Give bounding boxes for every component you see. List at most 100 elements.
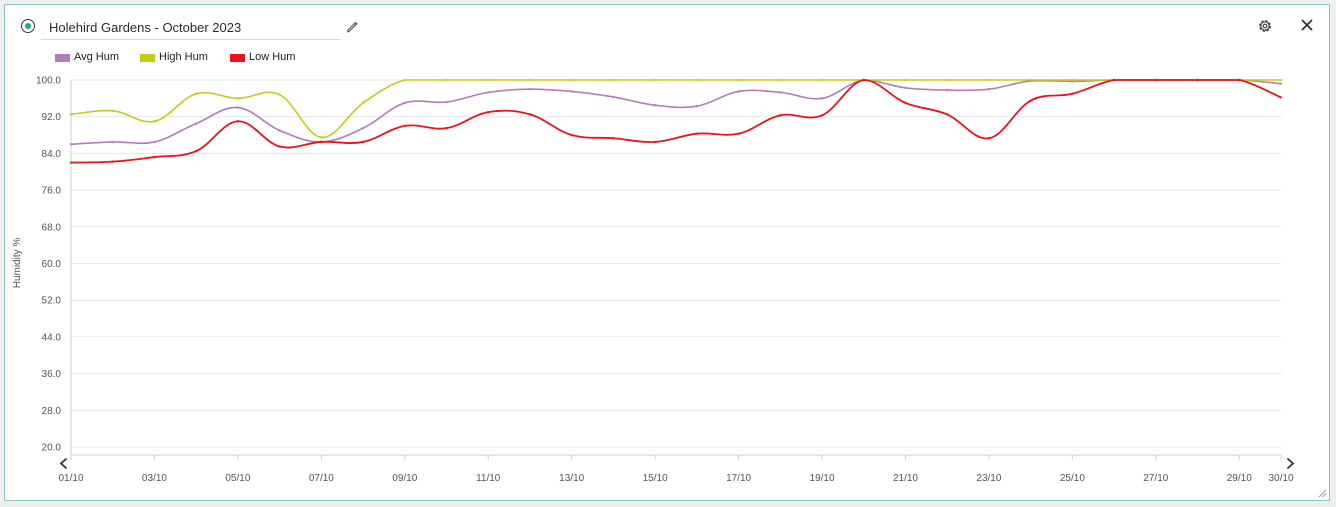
data-point-avg-hum[interactable] [570,90,574,93]
data-point-high-hum[interactable] [904,78,907,82]
data-point-low-hum[interactable] [69,161,73,164]
data-point-high-hum[interactable] [820,78,824,82]
data-point-high-hum[interactable] [445,78,448,82]
data-point-low-hum[interactable] [1070,92,1074,96]
data-point-low-hum[interactable] [486,110,490,114]
y-tick-label: 76.0 [42,186,62,197]
data-point-avg-hum[interactable] [236,106,240,109]
y-tick-label: 36.0 [42,369,62,380]
data-point-high-hum[interactable] [653,78,657,82]
data-point-high-hum[interactable] [486,78,490,82]
data-point-low-hum[interactable] [153,155,156,159]
data-point-high-hum[interactable] [1070,78,1074,82]
data-point-high-hum[interactable] [111,109,115,113]
data-point-avg-hum[interactable] [153,140,156,144]
data-point-low-hum[interactable] [1196,78,1199,82]
data-point-low-hum[interactable] [778,113,782,117]
data-point-avg-hum[interactable] [737,90,740,93]
data-point-avg-hum[interactable] [528,87,532,91]
y-tick-label: 20.0 [42,443,62,454]
data-point-high-hum[interactable] [570,78,574,82]
data-point-avg-hum[interactable] [1279,82,1283,86]
data-point-high-hum[interactable] [403,78,407,82]
gear-icon[interactable] [1256,17,1274,35]
data-point-avg-hum[interactable] [278,129,282,132]
x-tick-label: 15/10 [643,473,668,484]
data-point-low-hum[interactable] [987,136,991,140]
data-point-high-hum[interactable] [987,78,991,82]
data-point-low-hum[interactable] [1112,78,1116,82]
chevron-right-icon[interactable] [1287,458,1295,469]
data-point-low-hum[interactable] [361,140,365,144]
data-point-high-hum[interactable] [194,92,198,96]
data-point-low-hum[interactable] [945,113,949,116]
data-point-avg-hum[interactable] [111,140,115,144]
data-point-low-hum[interactable] [403,124,407,128]
title-field[interactable]: Holehird Gardens - October 2023 [41,16,341,40]
data-point-avg-hum[interactable] [361,126,365,130]
series-line-avg-hum[interactable] [70,79,1282,146]
data-point-low-hum[interactable] [445,126,448,130]
series-line-high-hum[interactable] [70,79,1281,139]
data-point-low-hum[interactable] [278,145,282,148]
data-point-low-hum[interactable] [1279,96,1283,99]
data-point-avg-hum[interactable] [945,88,949,92]
data-point-low-hum[interactable] [194,149,198,153]
y-tick-label: 28.0 [42,406,62,417]
data-point-avg-hum[interactable] [987,87,991,91]
close-icon[interactable] [1299,17,1315,33]
data-point-high-hum[interactable] [737,78,740,82]
data-point-low-hum[interactable] [862,78,866,82]
x-tick-label: 27/10 [1143,473,1168,484]
pencil-icon[interactable] [345,19,359,33]
legend-label: High Hum [159,51,208,63]
y-tick-label: 68.0 [42,222,62,233]
data-point-low-hum[interactable] [236,119,240,123]
data-point-avg-hum[interactable] [820,96,824,100]
data-point-high-hum[interactable] [69,113,73,116]
data-point-avg-hum[interactable] [194,122,198,125]
data-point-low-hum[interactable] [904,101,907,105]
data-point-high-hum[interactable] [1279,78,1283,82]
data-point-high-hum[interactable] [1029,78,1033,82]
data-point-high-hum[interactable] [528,78,532,82]
data-point-avg-hum[interactable] [445,100,448,104]
legend-label: Low Hum [249,51,296,63]
data-point-high-hum[interactable] [319,135,323,139]
data-point-avg-hum[interactable] [486,90,490,94]
data-point-avg-hum[interactable] [612,95,615,99]
data-point-high-hum[interactable] [778,78,782,82]
data-point-high-hum[interactable] [236,96,240,100]
data-point-avg-hum[interactable] [403,101,407,105]
resize-handle-icon[interactable] [1317,488,1327,498]
data-point-avg-hum[interactable] [69,142,73,146]
data-point-low-hum[interactable] [820,113,824,117]
legend-swatch [230,54,245,62]
chevron-left-icon[interactable] [59,458,67,469]
y-tick-label: 100.0 [36,76,61,87]
data-point-avg-hum[interactable] [695,104,699,108]
data-point-avg-hum[interactable] [904,86,907,90]
data-point-avg-hum[interactable] [778,90,782,94]
data-point-avg-hum[interactable] [653,103,657,107]
data-point-low-hum[interactable] [737,132,740,136]
data-point-high-hum[interactable] [361,101,365,105]
data-point-low-hum[interactable] [695,132,699,136]
data-point-low-hum[interactable] [653,140,657,144]
data-point-low-hum[interactable] [528,113,532,116]
data-point-low-hum[interactable] [1154,78,1158,82]
series-line-low-hum[interactable] [70,79,1282,164]
data-point-high-hum[interactable] [612,78,615,82]
data-point-low-hum[interactable] [111,160,115,164]
data-point-low-hum[interactable] [1029,99,1033,103]
data-point-high-hum[interactable] [278,93,282,97]
data-point-high-hum[interactable] [153,119,156,123]
data-point-low-hum[interactable] [319,140,323,144]
x-tick-label: 13/10 [559,473,584,484]
data-point-high-hum[interactable] [945,78,949,82]
data-point-low-hum[interactable] [612,136,615,140]
data-point-low-hum[interactable] [570,133,574,137]
data-point-high-hum[interactable] [695,78,699,82]
legend-swatch [55,54,70,62]
data-point-low-hum[interactable] [1237,78,1241,82]
